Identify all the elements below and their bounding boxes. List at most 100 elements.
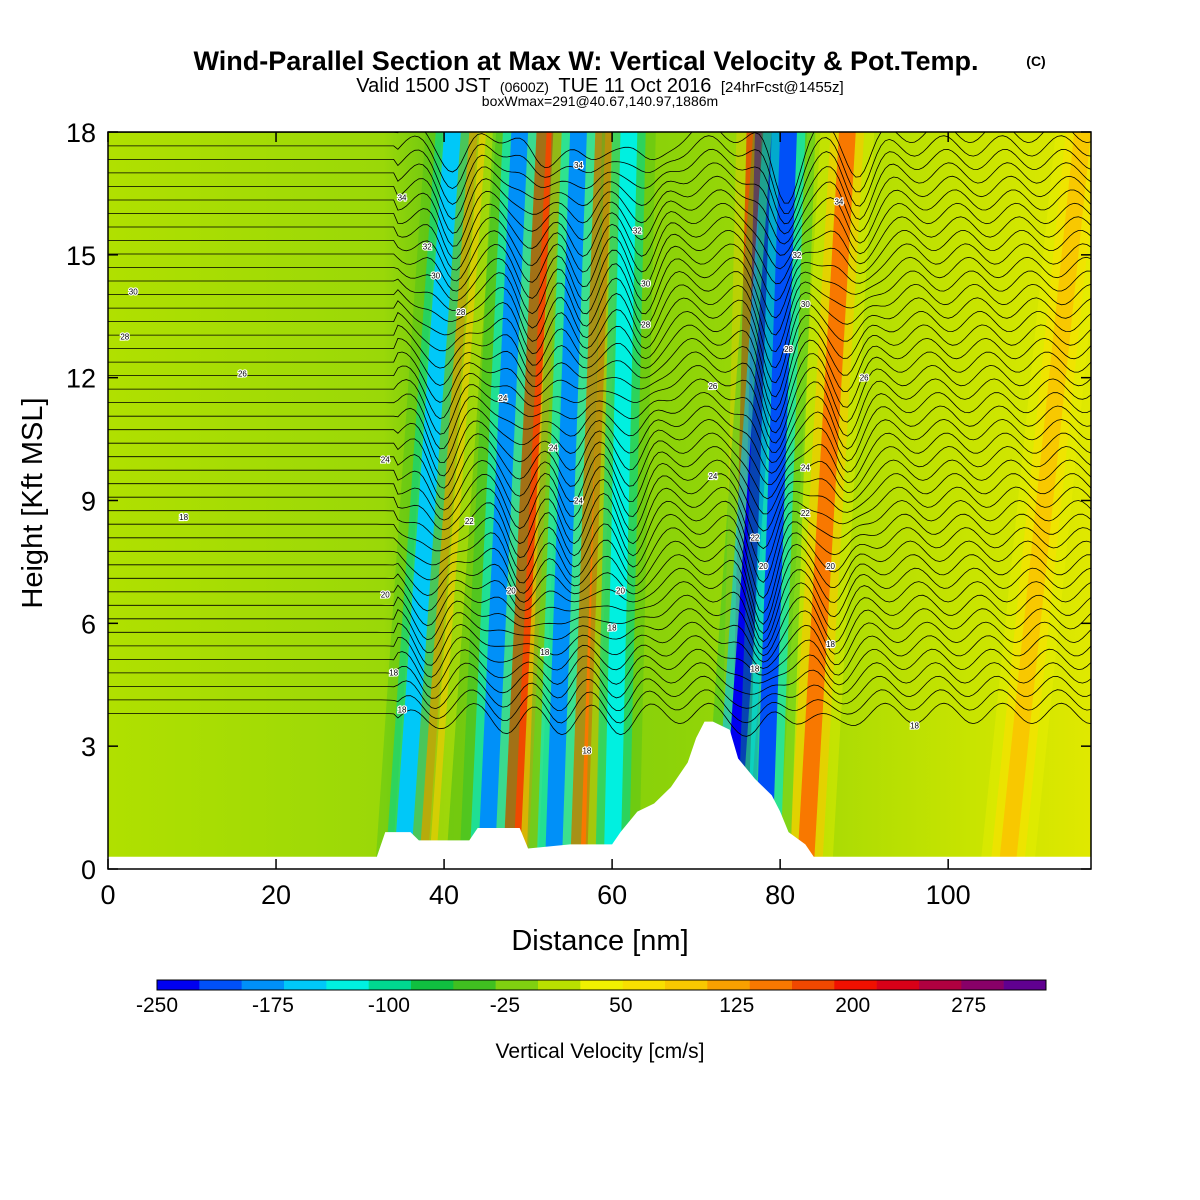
isentrope-line <box>108 635 1091 678</box>
colorbar-swatch <box>665 980 708 990</box>
isentrope-label: 22 <box>801 509 810 518</box>
chart-title: Wind-Parallel Section at Max W: Vertical… <box>194 46 979 76</box>
x-tick-label: 60 <box>597 880 627 910</box>
colorbar-swatch <box>368 980 412 990</box>
colorbar-swatch <box>411 980 454 990</box>
isentrope-label: 30 <box>431 271 440 280</box>
isentrope-label: 18 <box>179 513 188 522</box>
subtitle-date: TUE 11 Oct 2016 <box>558 75 711 97</box>
isentrope-label: 22 <box>750 533 759 542</box>
isentrope-labels: 34 34 34 32 32 32 30 30 30 30 28 28 28 28 26 26 26 24 24 24… <box>119 160 920 757</box>
colorbar-tick-label: -175 <box>252 994 294 1017</box>
downdraft-band-1 <box>477 132 529 869</box>
colorbar-tick-label: -100 <box>368 994 410 1017</box>
isentrope-label: 18 <box>608 623 617 632</box>
isentrope-label: 18 <box>398 705 407 714</box>
isentrope-line <box>108 662 1091 699</box>
isentrope-line <box>108 689 1091 724</box>
x-tick-label: 80 <box>765 880 795 910</box>
isentrope-line <box>108 446 1091 515</box>
isentrope-line <box>108 378 1091 453</box>
downdraft-band-2 <box>544 132 587 869</box>
isentrope-line <box>108 297 1091 384</box>
isentrope-line <box>108 621 1091 669</box>
isentrope-label: 34 <box>398 194 407 203</box>
colorbar-ticks: -250 -175 -100 -25 50 125 200 275 <box>136 994 986 1017</box>
colorbar-tick-label: 200 <box>835 994 870 1017</box>
y-tick-label: 15 <box>66 241 96 271</box>
x-tick-label: 20 <box>261 880 291 910</box>
isentrope-label: 18 <box>582 746 591 755</box>
isentrope-line <box>108 216 1091 285</box>
isentrope-line <box>108 608 1091 663</box>
isentrope-label: 28 <box>641 320 650 329</box>
isentrope-label: 34 <box>574 161 583 170</box>
chart-subtitle: Valid 1500 JST (0600Z) TUE 11 Oct 2016 [… <box>356 75 843 97</box>
isentrope-line <box>108 567 1091 643</box>
isentrope-line <box>108 594 1091 657</box>
colorbar-swatch <box>241 980 285 990</box>
isentrope-label: 30 <box>129 288 138 297</box>
downdraft-band-0 <box>393 132 461 869</box>
colorbar-swatch <box>919 980 962 990</box>
colorbar-tick-label: 50 <box>609 994 632 1017</box>
isentrope-label: 18 <box>750 664 759 673</box>
subtitle-utc: (0600Z) <box>500 79 549 95</box>
isentrope-line <box>108 135 1091 215</box>
isentrope-line <box>108 405 1091 474</box>
colorbar-tick-label: -25 <box>490 994 520 1017</box>
isentrope-line <box>108 229 1091 302</box>
isentrope-label: 18 <box>389 668 398 677</box>
isentrope-label: 30 <box>801 300 810 309</box>
isentrope-line <box>108 243 1091 319</box>
colorbar-swatch <box>792 980 835 990</box>
box-max-info: boxWmax=291@40.67,140.97,1886m <box>482 93 718 109</box>
isentrope-line <box>108 648 1091 689</box>
colorbar-tick-label: 275 <box>951 994 986 1017</box>
isentrope-label: 24 <box>574 497 583 506</box>
isentrope-line <box>108 270 1091 353</box>
isentrope-line <box>108 459 1091 532</box>
isentrope-label: 32 <box>633 226 642 235</box>
colorbar-swatch <box>876 980 920 990</box>
isentrope-label: 20 <box>381 591 390 600</box>
isentrope-line <box>108 351 1091 434</box>
isentrope-label: 24 <box>801 464 810 473</box>
colorbar-swatch <box>538 980 581 990</box>
updraft-band-4 <box>796 132 856 869</box>
colorbar-swatch <box>580 980 623 990</box>
x-axis-label: Distance [nm] <box>511 925 688 957</box>
isentrope-line <box>108 175 1091 245</box>
colorbar-swatch <box>1003 980 1047 990</box>
isentrope-line <box>108 337 1091 423</box>
colorbar-swatch <box>199 980 242 990</box>
subtitle-forecast: [24hrFcst@1455z] <box>721 79 844 96</box>
y-tick-label: 9 <box>81 487 96 517</box>
subtitle-lead: Valid 1500 JST <box>356 75 490 97</box>
colorbar-swatch <box>157 980 200 990</box>
isentrope-label: 18 <box>540 648 549 657</box>
colorbar-swatch <box>453 980 496 990</box>
isentrope-line <box>108 473 1091 550</box>
isentrope-label: 26 <box>238 370 247 379</box>
y-axis-label: Height [Kft MSL] <box>17 397 49 608</box>
isentrope-label: 30 <box>641 279 650 288</box>
colorbar-tick-label: 125 <box>719 994 754 1017</box>
colorbar-swatch <box>707 980 750 990</box>
isentrope-label: 32 <box>423 243 432 252</box>
colorbar-swatch <box>284 980 327 990</box>
isentrope-label: 24 <box>549 443 558 452</box>
isentrope-line <box>108 189 1091 256</box>
x-tick-label: 0 <box>100 880 115 910</box>
colorbar-frame <box>156 979 1047 991</box>
isentrope-line <box>108 554 1091 635</box>
isentrope-line <box>108 392 1091 464</box>
isentrope-label: 18 <box>826 640 835 649</box>
isentrope-line <box>108 540 1091 625</box>
isentrope-line <box>108 581 1091 650</box>
isentrope-label: 26 <box>708 382 717 391</box>
isentrope-label: 20 <box>826 562 835 571</box>
isentrope-line <box>108 283 1091 369</box>
isentrope-label: 24 <box>381 456 390 465</box>
